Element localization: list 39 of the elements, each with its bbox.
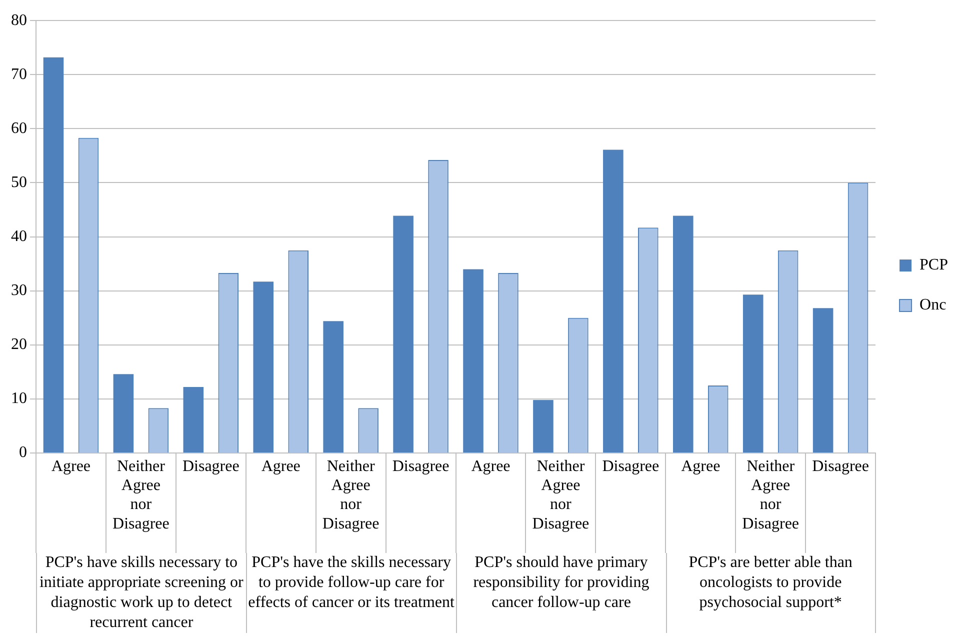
y-tick-label: 60 [11,120,27,137]
bar [393,216,414,452]
bar [463,269,484,452]
y-tick-label: 10 [11,390,27,408]
bar [742,294,764,452]
text: PCP's have the skills necessary to provide follow-up care for effects of cancer or its treatment [246,553,456,633]
x-tick-label: Agree [471,458,510,475]
bar [603,150,624,452]
y-tick-label: 40 [11,228,27,246]
x-tick-label: Disagree [602,458,660,475]
x-tick-label: Neither Agree nor Disagree [322,458,380,532]
x-tick-label: Disagree [182,458,240,475]
text: PCP's are better able than oncologists to provide psychosocial support* [666,553,876,633]
bar [672,216,694,452]
y-tick-label: 30 [11,282,27,300]
x-tick-label: Neither Agree nor Disagree [532,458,590,532]
bar [183,387,204,452]
x-tick-label: Neither Agree nor Disagree [742,458,800,532]
legend-label: PCP [920,256,948,274]
text: PCP's should have primary responsibility for providing cancer follow-up care [456,553,666,633]
y-tick-label: 20 [11,336,27,354]
bar [323,321,344,452]
bar [43,57,64,452]
y-tick-label: 50 [11,174,27,191]
x-tick-label: Agree [51,458,91,475]
bar [812,308,834,452]
x-tick-label: Disagree [812,458,869,475]
x-tick-label: Neither Agree nor Disagree [112,458,170,532]
x-tick-label: Agree [681,458,720,475]
y-tick-label: 0 [19,444,27,462]
x-tick-label: Disagree [392,458,450,475]
bar [113,374,134,452]
y-tick-label: 70 [11,66,27,83]
legend-label: Onc [920,296,946,314]
bar [533,400,554,452]
bar [253,282,274,452]
x-tick-label: Agree [261,458,300,475]
text: PCP's have skills necessary to initiate appropriate screening or diagnostic work up to detect recurrent cancer [36,553,246,633]
y-tick-label: 80 [11,12,27,29]
